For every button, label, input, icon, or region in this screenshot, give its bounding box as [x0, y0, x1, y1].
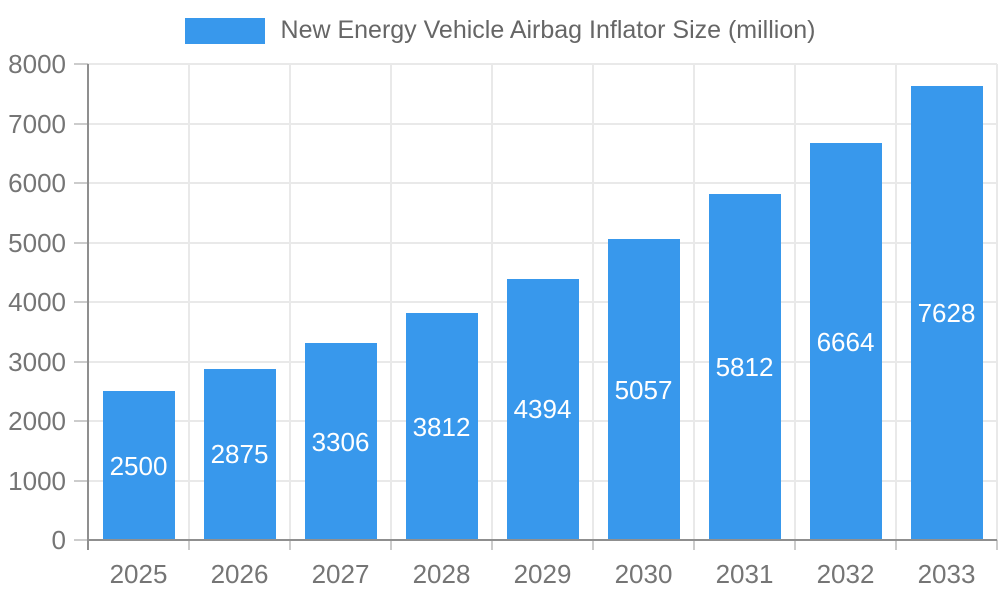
bar: 3306 [304, 343, 377, 540]
x-axis-tick-label-text: 2028 [412, 559, 471, 589]
gridline-vertical [491, 64, 493, 540]
bar: 5812 [708, 194, 781, 540]
x-axis-tick-mark [592, 540, 594, 550]
x-axis-tick-label-text: 2031 [715, 559, 774, 589]
gridline-vertical [895, 64, 897, 540]
bar: 3812 [405, 313, 478, 540]
bar-text: 3306 [311, 426, 370, 457]
y-axis-tick-label: 5000 [0, 230, 66, 256]
y-axis-tick-label: 2000 [0, 408, 66, 434]
bar-text: 5812 [715, 352, 774, 383]
x-axis-tick-label-text: 2032 [816, 559, 875, 589]
y-axis-tick-mark [74, 122, 88, 125]
bar-text: 2875 [210, 439, 269, 470]
x-axis-tick-mark [895, 540, 897, 550]
y-axis-tick-label: 0 [0, 527, 66, 553]
x-axis-line [88, 539, 997, 541]
bar: 6664 [809, 143, 882, 540]
bar-text: 6664 [816, 326, 875, 357]
y-axis-tick-mark [74, 182, 88, 184]
y-axis-tick-label-text: 2000 [8, 406, 66, 436]
x-axis-tick-mark [390, 540, 392, 550]
y-axis-tick-label-text: 3000 [8, 346, 66, 377]
x-axis-tick-mark [188, 540, 190, 550]
x-axis-tick-label: 2031 [694, 561, 795, 587]
y-axis-tick-mark [74, 301, 88, 303]
bar: 7628 [910, 86, 983, 540]
y-axis-tick-label: 7000 [0, 111, 66, 137]
y-axis-tick-mark [74, 539, 88, 541]
gridline-horizontal [88, 182, 997, 184]
x-axis-tick-label-text: 2025 [109, 559, 168, 589]
x-axis-tick-label: 2032 [795, 561, 896, 587]
x-axis-tick-label-text: 2030 [614, 559, 673, 589]
bar: 5057 [607, 239, 680, 540]
bar-text: 7628 [917, 298, 976, 329]
x-axis-tick-label: 2026 [189, 561, 290, 587]
x-axis-tick-label-text: 2029 [513, 559, 572, 589]
gridline-vertical [794, 64, 796, 540]
y-axis-tick-label-text: 1000 [8, 465, 66, 496]
x-axis-tick-label: 2027 [290, 561, 391, 587]
gridline-vertical [390, 64, 392, 540]
gridline-vertical [693, 64, 695, 540]
legend-item[interactable]: New Energy Vehicle Airbag Inflator Size … [0, 16, 1000, 45]
y-axis-tick-mark [74, 63, 88, 65]
y-axis-tick-label-text: 8000 [8, 49, 66, 79]
y-axis-tick-label-text: 5000 [8, 227, 66, 258]
x-axis-tick-label: 2029 [492, 561, 593, 587]
y-axis-tick-label: 8000 [0, 51, 66, 77]
x-axis-tick-mark [996, 540, 998, 550]
bar: 4394 [506, 278, 579, 540]
y-axis-tick-mark [74, 360, 88, 363]
y-axis-tick-label-text: 4000 [8, 287, 66, 317]
bar-text: 4394 [513, 394, 572, 425]
bar-text: 2500 [109, 450, 168, 481]
gridline-horizontal [88, 63, 997, 65]
x-axis-tick-label-text: 2027 [311, 559, 370, 589]
y-axis-tick-label: 4000 [0, 289, 66, 315]
bar-text: 5057 [614, 374, 673, 405]
x-axis-tick-label: 2025 [88, 561, 189, 587]
legend-label: New Energy Vehicle Airbag Inflator Size … [280, 16, 816, 44]
x-axis-tick-mark [289, 540, 291, 550]
y-axis-tick-label: 1000 [0, 468, 66, 494]
x-axis-tick-mark [491, 540, 493, 550]
x-axis-tick-label: 2028 [391, 561, 492, 587]
x-axis-tick-mark [794, 540, 796, 550]
bar: 2500 [102, 391, 175, 540]
gridline-vertical [996, 64, 998, 540]
y-axis-tick-mark [74, 479, 88, 482]
x-axis-tick-label: 2030 [593, 561, 694, 587]
gridline-vertical [188, 64, 190, 540]
x-axis-tick-label: 2033 [896, 561, 997, 587]
y-axis-tick-label: 6000 [0, 170, 66, 196]
x-axis-tick-mark [693, 540, 695, 550]
gridline-horizontal [88, 241, 997, 244]
bar-text: 3812 [412, 411, 471, 442]
legend-swatch-icon [184, 17, 265, 44]
y-axis-tick-label-text: 0 [51, 525, 66, 555]
x-axis-tick-label-text: 2033 [917, 559, 976, 589]
y-axis-tick-label-text: 7000 [8, 108, 66, 139]
gridline-horizontal [88, 122, 997, 125]
y-axis-tick-label: 3000 [0, 349, 66, 375]
y-axis-tick-mark [74, 420, 88, 422]
y-axis-tick-label-text: 6000 [8, 168, 66, 198]
y-axis-tick-mark [74, 241, 88, 244]
gridline-vertical [289, 64, 291, 540]
bar: 2875 [203, 368, 276, 540]
y-axis-line [87, 64, 89, 550]
x-axis-tick-label-text: 2026 [210, 559, 269, 589]
gridline-vertical [592, 64, 594, 540]
